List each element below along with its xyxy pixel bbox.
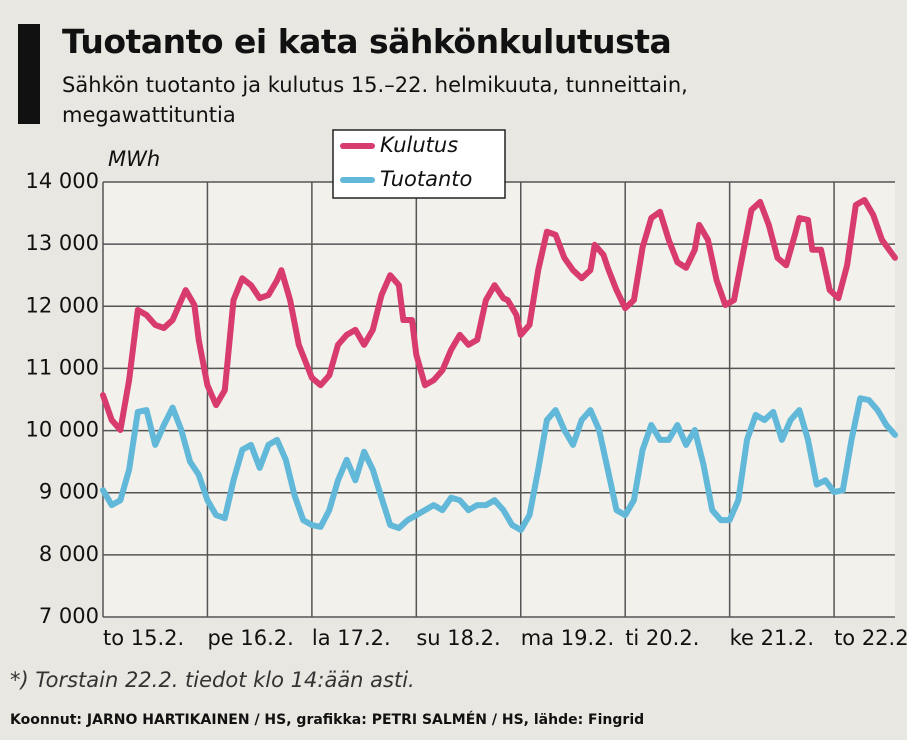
y-tick-label: 12 000 [26, 293, 99, 317]
footnote: *) Torstain 22.2. tiedot klo 14:ään asti… [10, 668, 415, 692]
x-tick-label: ma 19.2. [521, 626, 614, 650]
series-line [100, 197, 898, 433]
y-tick-label: 8 000 [39, 542, 99, 566]
y-tick-label: 13 000 [26, 231, 99, 255]
legend-box [332, 129, 506, 199]
x-tick-label: pe 16.2. [207, 626, 293, 650]
x-tick-label: su 18.2. [416, 626, 500, 650]
y-tick-label: 9 000 [39, 480, 99, 504]
x-tick-label: to 22.2.* [834, 626, 907, 650]
y-tick-label: 14 000 [26, 169, 99, 193]
legend-label: Tuotanto [380, 167, 472, 191]
chart-title: Tuotanto ei kata sähkönkulutusta [62, 22, 672, 61]
y-unit: MWh [108, 147, 160, 171]
title-bar [18, 24, 40, 124]
y-tick-label: 10 000 [26, 418, 99, 442]
chart-subtitle: Sähkön tuotanto ja kulutus 15.–22. helmi… [62, 73, 688, 127]
y-tick-label: 11 000 [26, 355, 99, 379]
series-line [100, 395, 898, 533]
credit: Koonnut: JARNO HARTIKAINEN / HS, grafikk… [10, 712, 645, 728]
plot-area [103, 182, 895, 617]
x-tick-label: to 15.2. [103, 626, 184, 650]
x-tick-label: ke 21.2. [730, 626, 814, 650]
x-tick-label: ti 20.2. [625, 626, 699, 650]
y-tick-label: 7 000 [39, 604, 99, 628]
legend-label: Kulutus [380, 133, 458, 157]
x-tick-label: la 17.2. [312, 626, 391, 650]
